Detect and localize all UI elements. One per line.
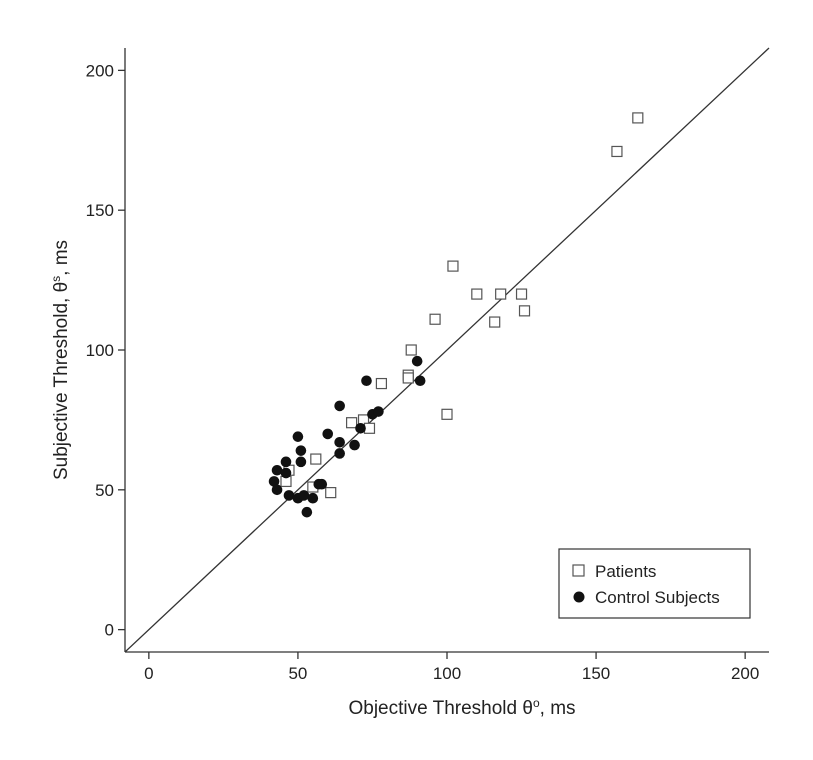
- data-point-control-subjects: [280, 456, 292, 468]
- data-point-control-subjects: [295, 445, 307, 456]
- legend-marker-control-subjects: [573, 591, 585, 603]
- data-point-control-subjects: [271, 464, 283, 476]
- data-point-patients: [363, 422, 376, 434]
- data-point-patients: [429, 313, 441, 325]
- data-point-control-subjects: [292, 431, 304, 442]
- data-point-patients: [402, 372, 414, 384]
- y-tick-label: 100: [86, 341, 114, 360]
- y-axis-label: Subjective Threshold, θs, ms: [49, 240, 72, 480]
- y-tick-label: 50: [95, 481, 114, 500]
- data-point-patients: [325, 487, 337, 499]
- data-point-control-subjects: [295, 456, 307, 468]
- data-point-patients: [518, 305, 531, 317]
- data-point-patients: [345, 417, 358, 429]
- data-point-patients: [441, 408, 453, 420]
- data-point-control-subjects: [316, 478, 328, 490]
- data-point-patients: [375, 377, 388, 390]
- data-point-patients: [405, 344, 417, 356]
- data-point-patients: [447, 260, 459, 272]
- x-tick-label: 0: [144, 664, 153, 683]
- data-point-control-subjects: [280, 467, 292, 479]
- data-point-control-subjects: [283, 490, 295, 501]
- legend: Patients Control Subjects: [558, 548, 751, 619]
- data-point-control-subjects: [411, 355, 423, 367]
- x-axis-label: Objective Threshold θo, ms: [348, 696, 575, 719]
- data-point-control-subjects: [414, 375, 426, 387]
- x-tick-label: 150: [582, 664, 610, 683]
- data-point-control-subjects: [271, 484, 283, 496]
- legend-box: [558, 548, 751, 619]
- data-point-control-subjects: [373, 406, 384, 417]
- legend-label-patients: Patients: [595, 562, 656, 581]
- y-tick-label: 150: [86, 201, 114, 220]
- data-point-control-subjects: [322, 428, 334, 440]
- identity-reference-line: [124, 47, 770, 653]
- x-tick-label: 200: [731, 664, 759, 683]
- x-tick-label: 50: [288, 664, 307, 683]
- data-point-patients: [471, 288, 483, 300]
- ticks: 0 50 100 150 200 0 50 100 150 200: [86, 61, 760, 683]
- data-point-patients: [611, 145, 623, 158]
- data-point-patients: [632, 112, 644, 124]
- data-point-patients: [489, 316, 501, 328]
- data-point-control-subjects: [298, 490, 310, 501]
- data-point-control-subjects: [355, 422, 366, 434]
- data-point-control-subjects: [349, 439, 360, 451]
- chart-frame: 0 50 100 150 200 0 50 100 150 200 Objective Thres…: [5, 4, 808, 756]
- legend-marker-patients: [572, 564, 585, 577]
- data-point-control-subjects: [268, 476, 280, 487]
- data-point-control-subjects: [307, 492, 319, 504]
- data-point-control-subjects: [361, 375, 372, 387]
- legend-label-control-subjects: Control Subjects: [595, 588, 720, 607]
- data-point-control-subjects: [334, 436, 345, 448]
- data-point-patients: [310, 453, 322, 465]
- y-tick-label: 0: [105, 621, 114, 640]
- y-tick-label: 200: [86, 61, 114, 80]
- data-points: [268, 112, 644, 518]
- data-point-patients: [515, 288, 528, 300]
- data-point-patients: [495, 288, 507, 300]
- scatter-plot: 0 50 100 150 200 0 50 100 150 200 Objective Thres…: [49, 47, 770, 719]
- data-point-control-subjects: [301, 506, 313, 518]
- data-point-control-subjects: [334, 448, 345, 459]
- x-tick-label: 100: [433, 664, 461, 683]
- data-point-control-subjects: [334, 400, 345, 412]
